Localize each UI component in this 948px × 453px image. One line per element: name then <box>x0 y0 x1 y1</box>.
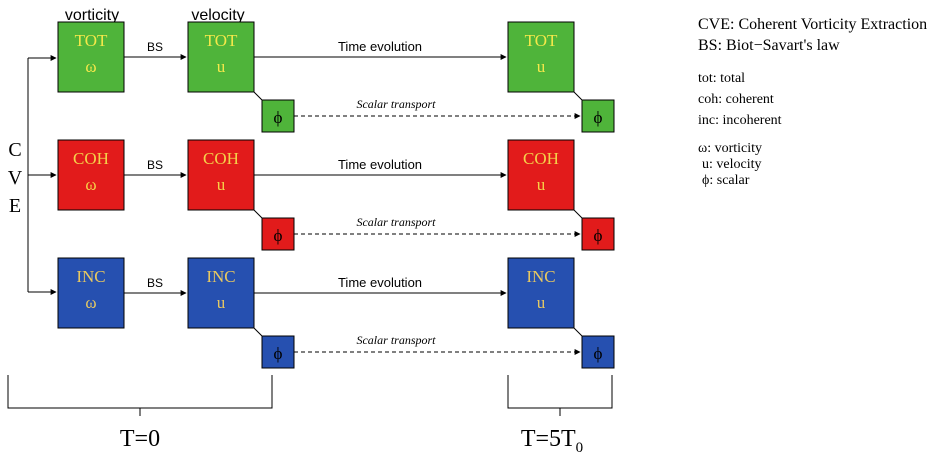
diagram-rows: TOT ω BS TOT u Time evolution TOT u ϕ ϕ Scalar tra… <box>57 21 615 369</box>
legend-u: u: velocity <box>702 157 762 172</box>
time-label-t5-sub: 0 <box>576 440 584 453</box>
coh-scalar-transport-label: Scalar transport <box>356 215 436 229</box>
legend-bs: BS: Biot−Savart's law <box>698 37 840 54</box>
inc-scalar-transport-label: Scalar transport <box>356 333 436 347</box>
legend-inc: inc: incoherent <box>698 113 782 128</box>
tot-velocity-box-t0-symbol: u <box>217 57 226 76</box>
inc-velocity-box-t5-name: INC <box>526 267 555 286</box>
cve-letter-e: E <box>9 195 21 217</box>
inc-vorticity-box-symbol: ω <box>85 293 96 312</box>
legend-tot: tot: total <box>698 71 746 86</box>
tot-velocity-box-t5-name: TOT <box>525 31 558 50</box>
time-bracket-t0 <box>7 375 273 416</box>
tot-scalar-transport-label: Scalar transport <box>356 97 436 111</box>
tot-time-evolution-label: Time evolution <box>338 39 422 54</box>
coh-scalar-box-t5 <box>581 217 615 251</box>
header-velocity: velocity <box>191 7 244 24</box>
coh-vorticity-box-symbol: ω <box>85 175 96 194</box>
inc-bs-label: BS <box>147 276 163 290</box>
time-label-t5-main: T=5T <box>521 426 576 452</box>
coh-scalar-box-t0-symbol: ϕ <box>274 226 283 245</box>
row-coh: COH ω BS COH u Time evolution COH u ϕ ϕ Scalar tra… <box>57 139 615 251</box>
tot-scalar-box-t5-symbol: ϕ <box>594 108 603 127</box>
legend-phi: ϕ: scalar <box>702 173 750 188</box>
coh-bs-label: BS <box>147 158 163 172</box>
coh-velocity-box-t0 <box>187 139 255 211</box>
coh-velocity-box-t5-symbol: u <box>537 175 546 194</box>
inc-scalar-box-t5-symbol: ϕ <box>594 344 603 363</box>
inc-velocity-box-t5-symbol: u <box>537 293 546 312</box>
tot-vorticity-box-name: TOT <box>75 31 108 50</box>
time-label-t5: T=5T0 <box>521 426 583 453</box>
tot-velocity-box-t0-name: TOT <box>205 31 238 50</box>
tot-vorticity-box <box>57 21 125 93</box>
tot-velocity-box-t0 <box>187 21 255 93</box>
tot-velocity-box-t5 <box>507 21 575 93</box>
coh-vorticity-box-name: COH <box>73 149 109 168</box>
coh-vorticity-box <box>57 139 125 211</box>
cve-branch-lines <box>27 55 57 295</box>
coh-velocity-box-t5-name: COH <box>523 149 559 168</box>
inc-time-evolution-label: Time evolution <box>338 275 422 290</box>
inc-velocity-box-t0-name: INC <box>206 267 235 286</box>
time-bracket-t5 <box>507 375 613 416</box>
inc-scalar-box-t5 <box>581 335 615 369</box>
coh-time-evolution-label: Time evolution <box>338 157 422 172</box>
tot-velocity-box-t5-symbol: u <box>537 57 546 76</box>
coh-velocity-box-t5 <box>507 139 575 211</box>
coh-velocity-box-t0-symbol: u <box>217 175 226 194</box>
inc-velocity-box-t0 <box>187 257 255 329</box>
row-tot: TOT ω BS TOT u Time evolution TOT u ϕ ϕ Scalar tra… <box>57 21 615 133</box>
legend: CVE: Coherent Vorticity Extraction BS: B… <box>698 14 927 189</box>
cve-letter-c: C <box>8 139 21 161</box>
time-label-t0: T=0 <box>120 426 160 452</box>
row-inc: INC ω BS INC u Time evolution INC u ϕ ϕ Scalar tra… <box>57 257 615 369</box>
coh-scalar-box-t0 <box>261 217 295 251</box>
inc-velocity-box-t5 <box>507 257 575 329</box>
cve-letter-v: V <box>8 167 23 189</box>
header-vorticity: vorticity <box>65 7 119 24</box>
coh-velocity-box-t0-name: COH <box>203 149 239 168</box>
tot-vorticity-box-symbol: ω <box>85 57 96 76</box>
inc-vorticity-box-name: INC <box>76 267 105 286</box>
legend-omega: ω: vorticity <box>698 141 763 156</box>
tot-bs-label: BS <box>147 40 163 54</box>
tot-scalar-box-t5 <box>581 99 615 133</box>
inc-scalar-box-t0 <box>261 335 295 369</box>
coh-scalar-box-t5-symbol: ϕ <box>594 226 603 245</box>
legend-cve: CVE: Coherent Vorticity Extraction <box>698 16 928 33</box>
inc-scalar-box-t0-symbol: ϕ <box>274 344 283 363</box>
inc-velocity-box-t0-symbol: u <box>217 293 226 312</box>
tot-scalar-box-t0-symbol: ϕ <box>274 108 283 127</box>
legend-coh: coh: coherent <box>698 92 774 107</box>
